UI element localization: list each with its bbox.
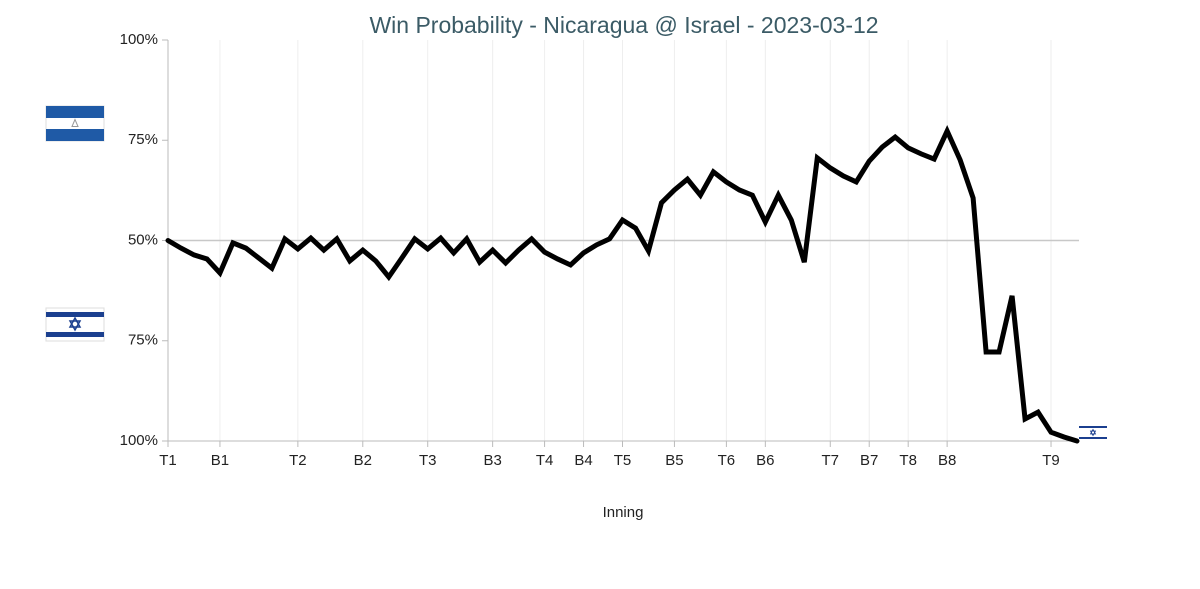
y-tick-label: 75% [128, 131, 158, 148]
x-tick-label: B4 [574, 452, 592, 469]
win-probability-line [165, 125, 1080, 444]
x-tick-label: T8 [899, 452, 917, 469]
x-axis-label: Inning [603, 504, 644, 521]
x-tick-label: T1 [159, 452, 177, 469]
y-tick-label: 50% [128, 231, 158, 248]
x-tick-label: T3 [419, 452, 437, 469]
x-tick-label: B3 [483, 452, 501, 469]
x-tick-label: T7 [822, 452, 840, 469]
x-tick-label: B1 [211, 452, 229, 469]
x-tick-label: T2 [289, 452, 307, 469]
y-tick-label: 75% [128, 332, 158, 349]
x-tick-label: T4 [536, 452, 554, 469]
x-tick-label: B2 [354, 452, 372, 469]
x-tick-label: B7 [860, 452, 878, 469]
chart-title: Win Probability - Nicaragua @ Israel - 2… [369, 12, 878, 38]
x-tick-label: B6 [756, 452, 774, 469]
y-tick-label: 100% [120, 31, 158, 48]
x-tick-label: B8 [938, 452, 956, 469]
x-tick-label: T5 [614, 452, 632, 469]
nicaragua-flag [45, 105, 105, 142]
plot-layer: T1 B1 T2 B2 T3 B3 T4 B4 T5 B5 T6 B6 T7 B7 T8 B8 T9 100% 75… [120, 31, 1080, 469]
x-tick-label: T9 [1042, 452, 1060, 469]
israel-flag-small [1079, 426, 1107, 440]
israel-flag [45, 307, 105, 342]
y-tick-label: 100% [120, 432, 158, 449]
x-tick-label: B5 [665, 452, 683, 469]
x-tick-label: T6 [718, 452, 736, 469]
